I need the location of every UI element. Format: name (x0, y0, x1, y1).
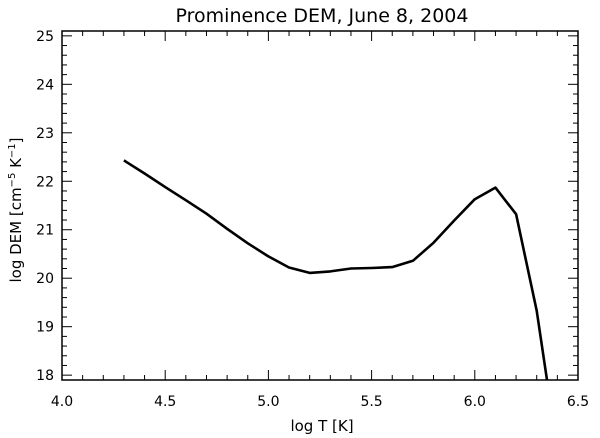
x-tick-label: 4.0 (51, 394, 73, 410)
axis-ticks: 4.0 4.5 5.0 5.5 6.0 6.5 18 19 20 21 22 23 24 25 (36, 29, 589, 410)
y-tick-label: 24 (36, 77, 54, 93)
x-axis-label: log T [K] (290, 417, 353, 435)
x-tick-label: 6.0 (464, 394, 486, 410)
x-tick-label: 5.5 (360, 394, 382, 410)
dem-series-line (123, 159, 549, 381)
y-tick-label: 19 (36, 320, 54, 336)
y-tick-label: 18 (36, 368, 54, 384)
series-group (123, 159, 549, 381)
y-axis-label-middle: K (7, 157, 25, 173)
y-tick-label: 23 (36, 126, 54, 142)
y-tick-label: 21 (36, 223, 54, 239)
y-axis-label: log DEM [cm−5 K−1] (7, 137, 25, 282)
y-tick-label: 20 (36, 271, 54, 287)
y-tick-label: 25 (36, 29, 54, 45)
y-axis-label-exp2: −1 (7, 143, 18, 158)
y-tick-label: 22 (36, 174, 54, 190)
y-axis-label-suffix: ] (7, 137, 25, 143)
chart-title: Prominence DEM, June 8, 2004 (176, 5, 469, 27)
y-axis-label-exp1: −5 (7, 173, 18, 188)
plot-frame (61, 30, 579, 381)
x-tick-label: 4.5 (154, 394, 176, 410)
x-tick-label: 5.0 (257, 394, 279, 410)
x-tick-label: 6.5 (567, 394, 589, 410)
y-axis-label-prefix: log DEM [cm (7, 187, 25, 282)
